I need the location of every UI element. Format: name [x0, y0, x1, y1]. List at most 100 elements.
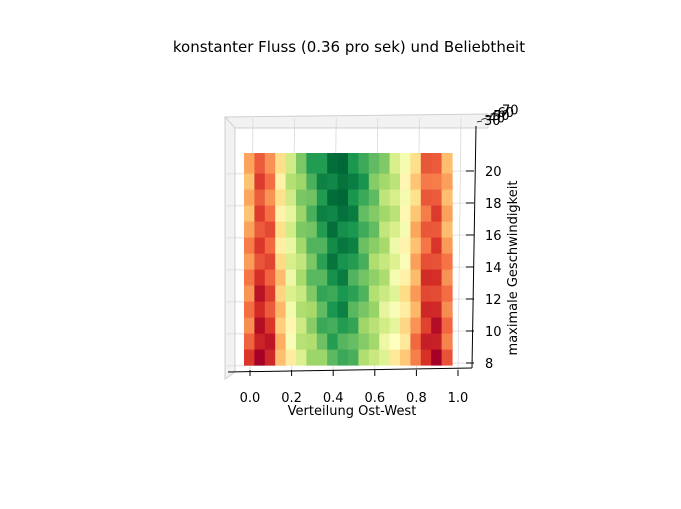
- surface-cell: [431, 345, 443, 366]
- surface-cell: [264, 313, 276, 334]
- surface-cell: [379, 185, 391, 206]
- back-panels: [223, 113, 489, 380]
- surface-cell: [275, 281, 287, 302]
- surface-cell: [264, 201, 276, 222]
- surface-cell: [337, 265, 349, 286]
- surface-cell: [275, 329, 287, 350]
- surface-cell: [296, 313, 307, 334]
- surface-cell: [420, 313, 432, 334]
- surface-cell: [244, 265, 255, 286]
- surface-cell: [358, 249, 370, 270]
- surface-cell: [254, 345, 266, 366]
- surface-cell: [441, 281, 453, 302]
- surface-cell: [254, 201, 266, 222]
- surface-cell: [264, 329, 276, 350]
- surface-cell: [379, 297, 391, 318]
- surface-cell: [337, 345, 349, 366]
- surface-cell: [244, 217, 255, 238]
- surface-cell: [348, 265, 359, 286]
- surface-cell: [400, 169, 411, 190]
- y-axis-label: maximale Geschwindigkeit: [506, 181, 521, 356]
- surface-cell: [264, 169, 276, 190]
- surface-cell: [327, 281, 339, 302]
- back-wall-left: [224, 116, 236, 380]
- surface-cell: [389, 201, 401, 222]
- surface-cell: [441, 201, 453, 222]
- surface-cell: [337, 297, 349, 318]
- surface-cell: [264, 281, 276, 302]
- surface-cell: [431, 201, 443, 222]
- x-tick-label: 0.8: [406, 391, 427, 406]
- surface-cell: [264, 249, 276, 270]
- surface-cell: [420, 345, 432, 366]
- surface-cell: [254, 233, 266, 254]
- surface-cell: [358, 297, 370, 318]
- surface-cell: [358, 201, 370, 222]
- surface-cell: [348, 217, 359, 238]
- surface-cell: [306, 185, 318, 206]
- surface-cell: [316, 329, 328, 350]
- y-axis-line: [471, 125, 477, 369]
- surface-cell: [296, 297, 307, 318]
- surface-cell: [379, 169, 391, 190]
- surface-cell: [431, 329, 443, 350]
- surface-cell: [358, 345, 370, 366]
- z-tick: [481, 118, 487, 120]
- surface-cell: [337, 313, 349, 334]
- surface-cell: [244, 329, 255, 350]
- z-tick-label: 50: [493, 109, 510, 124]
- surface-cell: [441, 249, 453, 270]
- surface-cell: [337, 329, 349, 350]
- surface-cell: [368, 297, 380, 318]
- surface-cell: [368, 169, 380, 190]
- surface-cell: [348, 185, 359, 206]
- surface-cell: [410, 313, 422, 334]
- surface-cell: [389, 233, 401, 254]
- surface-cell: [348, 297, 359, 318]
- surface-cell: [358, 217, 370, 238]
- surface-cell: [348, 281, 359, 302]
- surface-cell: [285, 329, 297, 350]
- surface-cell: [306, 265, 318, 286]
- surface-cell: [327, 185, 339, 206]
- surface-cell: [400, 345, 411, 366]
- surface-cell: [379, 329, 391, 350]
- surface-cell: [244, 153, 255, 174]
- surface-cell: [285, 201, 297, 222]
- surface-cell: [296, 329, 307, 350]
- surface-cell: [337, 217, 349, 238]
- surface-cell: [337, 249, 349, 270]
- surface-cell: [368, 185, 380, 206]
- axes: 0.0 0.2 0.4 0.6 0.8 1.0 8 10 12 14 16 18 20 304050607…: [227, 104, 519, 406]
- surface-cell: [348, 233, 359, 254]
- surface-cell: [306, 329, 318, 350]
- surface-cell: [244, 201, 255, 222]
- surface-cell: [264, 217, 276, 238]
- surface-cell: [275, 185, 287, 206]
- surface-cell: [306, 217, 318, 238]
- surface-cell: [306, 297, 318, 318]
- surface-cell: [431, 249, 443, 270]
- surface-cell: [275, 233, 287, 254]
- surface-cell: [254, 313, 266, 334]
- surface-cell: [368, 329, 380, 350]
- surface-cell: [389, 265, 401, 286]
- surface-cell: [296, 281, 307, 302]
- surface-cell: [244, 185, 255, 206]
- surface-cell: [306, 169, 318, 190]
- surface-cell: [400, 297, 411, 318]
- surface-cell: [431, 265, 443, 286]
- surface-cell: [410, 185, 422, 206]
- surface-cell: [389, 249, 401, 270]
- surface-cell: [337, 169, 349, 190]
- surface-cell: [316, 345, 328, 366]
- surface-cell: [285, 169, 297, 190]
- y-tick-label: 14: [485, 261, 502, 276]
- surface-cell: [389, 313, 401, 334]
- surface-cell: [285, 297, 297, 318]
- surface-cell: [316, 281, 328, 302]
- surface-cell: [285, 153, 297, 174]
- back-wall-top: [223, 113, 489, 129]
- surface-cell: [275, 297, 287, 318]
- surface-cell: [296, 169, 307, 190]
